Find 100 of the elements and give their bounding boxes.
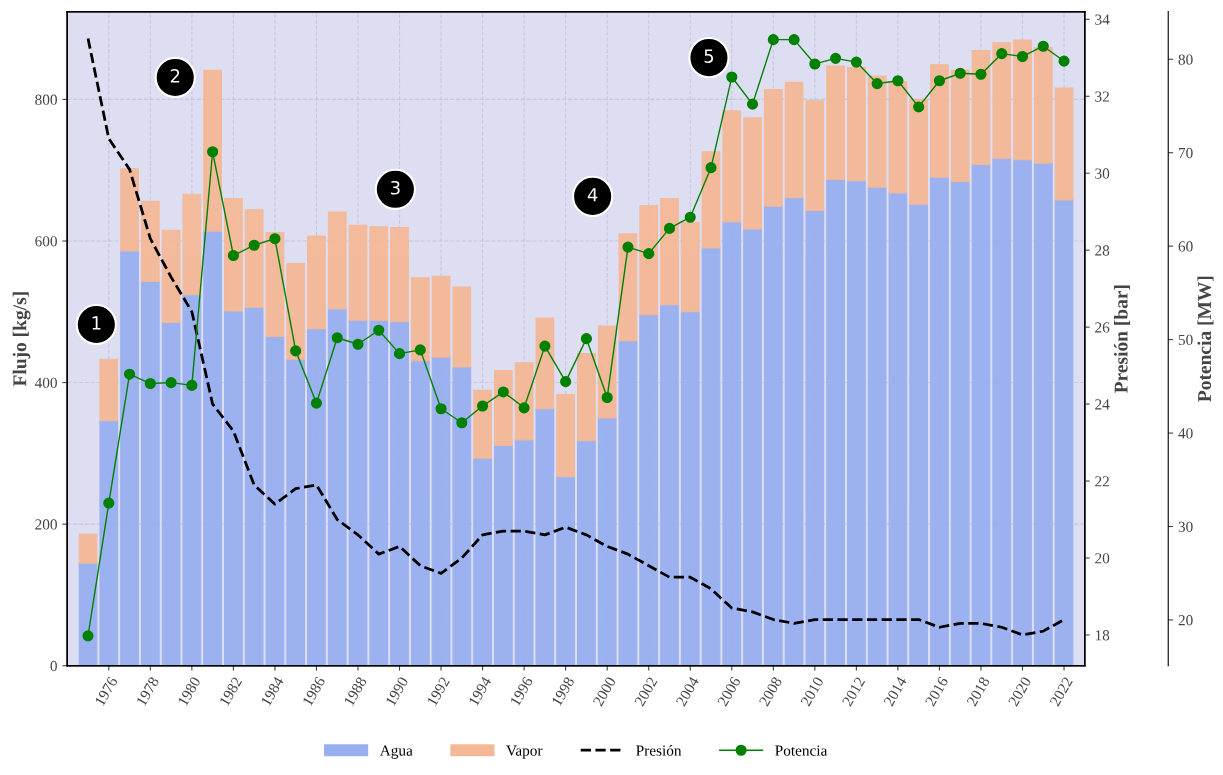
point	[207, 146, 219, 158]
annotation: 5	[704, 49, 714, 63]
bar	[286, 263, 306, 360]
point	[830, 52, 842, 64]
bar	[224, 310, 243, 666]
bar	[390, 321, 409, 666]
y3-tick-label: 80	[1178, 54, 1193, 65]
bar	[203, 69, 223, 232]
y2-tick-label: 26	[1095, 322, 1110, 333]
annotation: 1	[92, 316, 101, 330]
bar	[930, 176, 949, 666]
legend-label: Vapor	[506, 745, 543, 759]
point	[165, 377, 177, 389]
point	[850, 56, 862, 68]
bar	[909, 203, 929, 666]
bar	[1033, 162, 1053, 666]
bar	[577, 352, 596, 442]
y-tick-label: 200	[35, 519, 57, 530]
point	[746, 98, 759, 110]
point	[1058, 55, 1070, 67]
bar	[390, 226, 409, 323]
bar	[826, 65, 845, 180]
bar	[120, 250, 139, 666]
y3-tick-label: 70	[1178, 147, 1193, 159]
bar	[348, 319, 368, 666]
point	[435, 403, 447, 415]
point	[248, 239, 260, 251]
point	[643, 248, 655, 260]
bar	[992, 42, 1012, 159]
point	[456, 417, 468, 429]
point	[477, 400, 489, 412]
bar	[992, 157, 1012, 666]
point	[290, 345, 302, 357]
point	[788, 34, 800, 46]
bar	[639, 314, 659, 666]
bar	[493, 445, 513, 666]
point	[933, 75, 945, 87]
point	[1037, 40, 1049, 52]
point	[352, 338, 364, 350]
y-axis-title: Flujo [kg/s]	[12, 292, 31, 387]
bar	[120, 168, 139, 252]
point	[539, 340, 551, 352]
bar	[846, 180, 866, 666]
bar	[556, 476, 576, 666]
point	[414, 344, 426, 356]
legend-label: Agua	[379, 745, 413, 759]
point	[975, 68, 987, 80]
point	[705, 162, 717, 174]
point	[103, 497, 115, 509]
point	[767, 34, 779, 46]
bar	[99, 358, 119, 422]
annotation: 4	[587, 188, 598, 202]
point	[663, 222, 676, 234]
y2-tick-label: 24	[1095, 399, 1110, 410]
bar	[577, 440, 596, 666]
bar	[224, 197, 243, 312]
bar	[140, 200, 160, 282]
y-tick-label: 800	[35, 94, 57, 105]
bar	[327, 211, 347, 310]
point	[601, 391, 613, 404]
annotation: 2	[170, 69, 180, 83]
bar	[1054, 199, 1074, 666]
point	[518, 402, 530, 414]
y2-tick-label: 18	[1095, 630, 1110, 641]
bar	[473, 457, 492, 666]
legend-label: Potencia	[775, 745, 828, 756]
point	[954, 67, 966, 79]
y3-tick-label: 60	[1178, 241, 1193, 252]
bar	[743, 228, 762, 666]
y2-tick-label: 20	[1095, 553, 1110, 564]
bar	[680, 311, 700, 666]
bar	[307, 235, 326, 330]
bar	[660, 304, 679, 666]
bar	[348, 224, 368, 321]
y-tick-label: 400	[34, 377, 57, 389]
bar	[930, 64, 949, 178]
bar	[556, 394, 576, 478]
point	[996, 48, 1008, 60]
bar	[493, 369, 513, 447]
y2-axis-title: Presión [bar]	[1113, 285, 1131, 393]
y2-tick-label: 22	[1095, 476, 1109, 487]
y2-tick-label: 32	[1095, 91, 1109, 102]
y-tick-label: 600	[35, 236, 57, 247]
bar	[410, 277, 430, 362]
bar	[140, 280, 160, 666]
point	[580, 333, 592, 345]
bar	[369, 319, 389, 666]
bar	[327, 308, 347, 666]
point	[1016, 50, 1029, 63]
bar	[763, 88, 783, 207]
y3-axis-title: Potencia [MW]	[1197, 276, 1214, 402]
point	[684, 211, 696, 223]
y2-tick-label: 30	[1095, 168, 1110, 179]
point	[124, 368, 136, 380]
bar	[410, 360, 430, 666]
y3-tick-label: 50	[1178, 334, 1193, 346]
point	[913, 101, 925, 113]
y-tick-label: 0	[50, 660, 57, 672]
point	[497, 386, 509, 398]
point	[144, 377, 156, 390]
